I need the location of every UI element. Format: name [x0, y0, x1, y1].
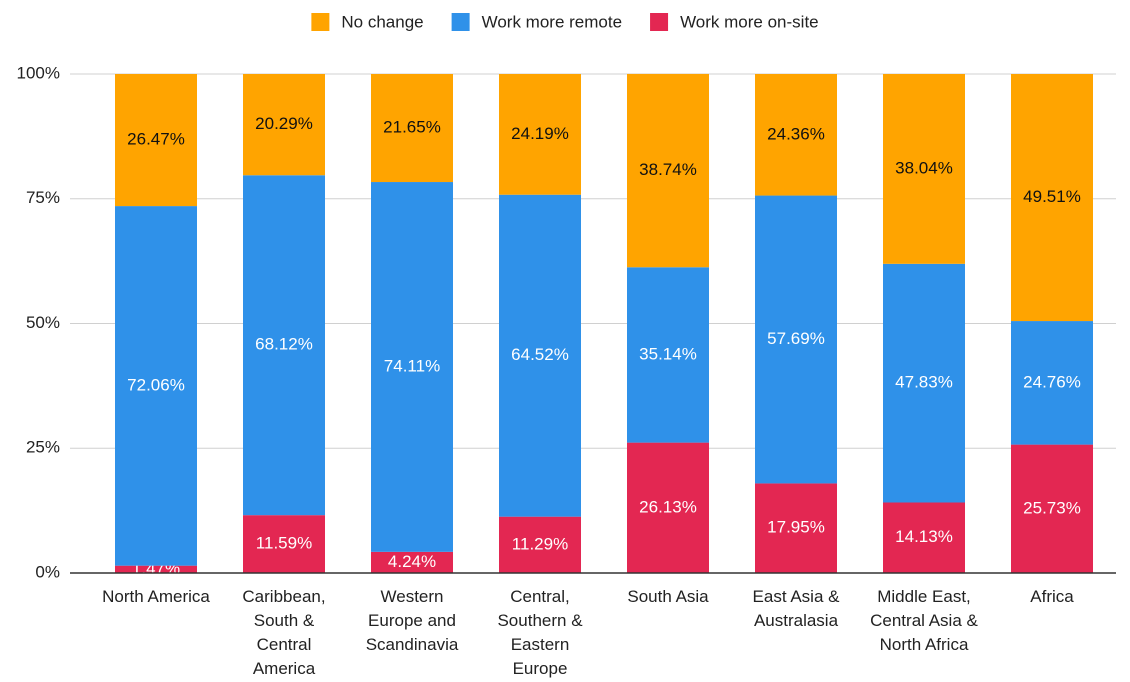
bar-segment: [627, 442, 709, 573]
bar-segment: [371, 182, 453, 552]
y-tick-label: 75%: [26, 188, 60, 207]
bar-segment: [115, 565, 197, 573]
bar-segment: [1011, 444, 1093, 573]
legend: No change Work more remote Work more on-si…: [311, 12, 819, 31]
bar-segment: [883, 263, 965, 503]
bar-segment: [1011, 74, 1093, 322]
x-tick-line: Australasia: [754, 611, 839, 630]
bar-segment: [371, 551, 453, 573]
x-tick-line: Europe: [513, 659, 568, 678]
y-tick-label: 50%: [26, 313, 60, 332]
x-tick-line: Africa: [1030, 587, 1074, 606]
data-label: 17.95%: [767, 518, 825, 537]
x-tick-line: North Africa: [880, 635, 969, 654]
data-label: 35.14%: [639, 344, 697, 363]
x-tick-label: Caribbean, South & Central America: [242, 587, 325, 678]
x-tick-label: Western Europe and Scandinavia: [366, 587, 459, 654]
bar-segment: [883, 74, 965, 264]
bar-segment: [243, 515, 325, 573]
data-label: 4.24%: [388, 552, 436, 571]
data-label: 47.83%: [895, 373, 953, 392]
bar-segment: [499, 74, 581, 195]
x-tick-label: Africa: [1030, 587, 1074, 606]
x-tick-label: East Asia & Australasia: [753, 587, 841, 630]
x-tick-line: North America: [102, 587, 210, 606]
x-tick-line: Western: [381, 587, 444, 606]
data-label: 57.69%: [767, 329, 825, 348]
data-label: 26.47%: [127, 130, 185, 149]
x-tick-label: Central, Southern & Eastern Europe: [497, 587, 583, 678]
bar-segment: [371, 74, 453, 183]
legend-swatch: [451, 13, 470, 31]
x-tick-line: Europe and: [368, 611, 456, 630]
legend-swatch: [311, 13, 330, 31]
data-label: 74.11%: [384, 356, 440, 375]
x-tick-label: South Asia: [627, 587, 709, 606]
x-tick-line: Central: [257, 635, 312, 654]
data-label: 24.19%: [511, 124, 569, 143]
x-tick-label: North America: [102, 587, 210, 606]
data-label: 11.29%: [512, 534, 568, 553]
bar-segment: [755, 195, 837, 484]
bar-segment: [243, 74, 325, 176]
bar-segment: [627, 267, 709, 443]
data-label: 14.13%: [895, 527, 953, 546]
x-tick-line: Caribbean,: [242, 587, 325, 606]
data-label: 24.76%: [1023, 372, 1081, 391]
data-label: 49.51%: [1023, 187, 1081, 206]
data-label: 21.65%: [383, 118, 441, 137]
data-label: 38.74%: [639, 160, 697, 179]
x-tick-line: Central,: [510, 587, 570, 606]
legend-label: No change: [341, 12, 423, 31]
x-tick-line: East Asia &: [753, 587, 841, 606]
bar-segment: [115, 74, 197, 207]
x-tick-line: Scandinavia: [366, 635, 459, 654]
x-tick-line: Eastern: [511, 635, 570, 654]
bar-segment: [755, 483, 837, 573]
bar-segment: [499, 516, 581, 573]
legend-swatch: [650, 13, 669, 31]
x-tick-line: America: [253, 659, 316, 678]
x-tick-line: Central Asia &: [870, 611, 978, 630]
bar-segment: [1011, 321, 1093, 445]
legend-label: Work more on-site: [680, 12, 819, 31]
data-label: 68.12%: [255, 335, 313, 354]
bar-segment: [883, 502, 965, 573]
y-tick-label: 100%: [17, 63, 60, 82]
data-label: 64.52%: [511, 345, 569, 364]
bar-segment: [755, 74, 837, 196]
data-label: 20.29%: [255, 114, 313, 133]
data-label: 25.73%: [1023, 498, 1081, 517]
data-label: 38.04%: [895, 158, 953, 177]
data-label: 24.36%: [767, 124, 825, 143]
x-tick-line: South Asia: [627, 587, 709, 606]
bar-segment: [627, 73, 709, 268]
x-tick-line: South &: [254, 611, 315, 630]
y-tick-label: 25%: [26, 438, 60, 457]
legend-label: Work more remote: [482, 12, 622, 31]
data-label: 72.06%: [127, 375, 185, 394]
bar-segment: [243, 175, 325, 516]
data-label: 26.13%: [639, 497, 697, 516]
x-tick-line: Southern &: [497, 611, 583, 630]
y-tick-label: 0%: [35, 562, 60, 581]
x-tick-line: Middle East,: [877, 587, 971, 606]
x-tick-label: Middle East, Central Asia & North Africa: [870, 587, 978, 654]
bar-segment: [115, 206, 197, 566]
data-label: 11.59%: [256, 534, 312, 553]
bar-segment: [499, 194, 581, 517]
